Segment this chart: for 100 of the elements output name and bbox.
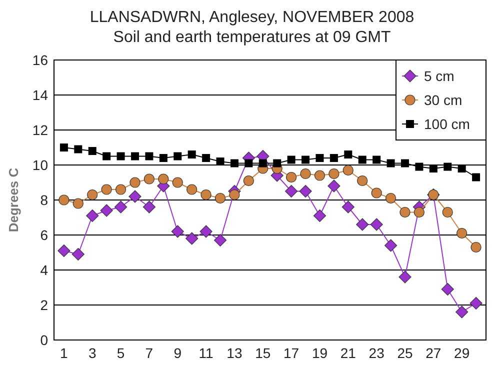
- point: [470, 296, 482, 310]
- point: [145, 152, 154, 160]
- x-tick-label: 5: [116, 345, 125, 361]
- point: [159, 154, 168, 162]
- point: [87, 189, 98, 200]
- x-tick-label: 11: [198, 345, 214, 361]
- point: [200, 225, 212, 238]
- y-tick-label: 2: [40, 297, 48, 313]
- point: [60, 144, 68, 152]
- point: [144, 174, 155, 184]
- point: [456, 228, 468, 239]
- point: [330, 154, 338, 162]
- point: [74, 145, 82, 154]
- x-tick-label: 29: [454, 345, 470, 361]
- legend-label: 5 cm: [424, 68, 454, 84]
- legend-label: 30 cm: [424, 92, 462, 108]
- point: [58, 244, 70, 258]
- point: [72, 198, 84, 209]
- point: [342, 164, 354, 176]
- point: [88, 147, 96, 155]
- point: [100, 204, 113, 217]
- point: [114, 200, 128, 214]
- point: [130, 177, 140, 188]
- point: [116, 152, 125, 160]
- x-tick-label: 3: [88, 345, 96, 361]
- legend-label: 100 cm: [424, 116, 470, 132]
- point: [58, 194, 70, 206]
- x-tick-label: 27: [426, 345, 442, 361]
- point: [186, 232, 198, 245]
- point: [356, 218, 369, 231]
- x-tick-label: 13: [226, 345, 242, 361]
- y-tick-label: 6: [40, 227, 48, 243]
- point: [128, 190, 142, 203]
- y-tick-label: 16: [32, 52, 48, 68]
- x-tick-label: 25: [397, 345, 413, 361]
- point: [243, 175, 254, 186]
- point: [429, 164, 438, 172]
- point: [115, 184, 126, 195]
- point: [444, 162, 452, 171]
- point: [230, 159, 238, 168]
- x-tick-label: 21: [340, 345, 356, 361]
- x-tick-label: 9: [174, 345, 182, 361]
- point: [244, 159, 253, 168]
- x-tick-label: 17: [284, 345, 300, 361]
- point: [200, 189, 212, 200]
- chart-subtitle: Soil and earth temperatures at 09 GMT: [113, 29, 391, 46]
- point: [472, 173, 480, 182]
- point: [273, 159, 282, 168]
- point: [142, 200, 156, 214]
- point: [131, 152, 139, 160]
- point: [286, 172, 297, 183]
- point: [414, 206, 425, 218]
- point: [370, 218, 383, 231]
- y-tick-label: 8: [40, 192, 48, 208]
- point: [172, 177, 183, 188]
- point: [470, 242, 482, 253]
- point: [358, 156, 366, 164]
- x-tick-label: 1: [60, 345, 68, 361]
- point: [285, 184, 298, 198]
- point: [386, 159, 395, 168]
- point: [258, 159, 267, 168]
- point: [299, 184, 312, 198]
- point: [458, 164, 466, 172]
- point: [158, 174, 169, 184]
- point: [229, 189, 240, 200]
- point: [72, 248, 84, 261]
- point: [287, 156, 296, 164]
- point: [214, 234, 227, 247]
- point: [384, 239, 398, 252]
- point: [313, 209, 326, 222]
- point: [441, 282, 454, 296]
- point: [442, 206, 453, 218]
- y-tick-label: 4: [40, 262, 48, 278]
- y-tick-label: 14: [32, 87, 48, 103]
- point: [188, 150, 196, 158]
- point: [300, 168, 311, 180]
- point: [344, 150, 352, 158]
- point: [102, 152, 111, 160]
- y-tick-label: 10: [32, 157, 48, 173]
- x-tick-label: 19: [312, 345, 328, 361]
- point: [371, 188, 382, 198]
- point: [372, 156, 381, 164]
- point: [342, 200, 354, 214]
- point: [86, 209, 99, 222]
- point: [415, 162, 424, 171]
- point: [357, 175, 368, 186]
- point: [398, 270, 412, 284]
- y-tick-label: 12: [32, 122, 48, 138]
- point: [216, 158, 224, 166]
- point: [328, 168, 340, 180]
- point: [101, 184, 112, 195]
- point: [202, 154, 210, 162]
- point: [328, 180, 340, 192]
- x-tick-label: 23: [368, 345, 385, 361]
- point: [400, 206, 410, 218]
- point: [186, 184, 198, 195]
- chart-title: LLANSADWRN, Anglesey, NOVEMBER 2008: [90, 9, 414, 26]
- point: [174, 152, 182, 160]
- point: [401, 159, 409, 168]
- point: [385, 192, 396, 204]
